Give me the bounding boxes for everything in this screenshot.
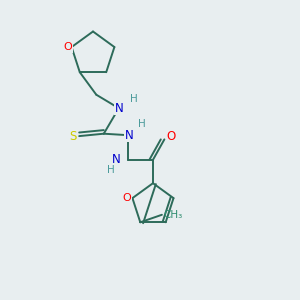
Text: O: O (64, 42, 72, 52)
Text: N: N (115, 102, 124, 115)
Text: H: H (138, 119, 146, 129)
Text: S: S (69, 130, 76, 142)
Text: H: H (107, 165, 115, 175)
Text: H: H (130, 94, 138, 104)
Text: CH₃: CH₃ (164, 210, 183, 220)
Text: N: N (111, 153, 120, 166)
Text: O: O (123, 193, 131, 203)
Text: N: N (124, 129, 133, 142)
Text: O: O (166, 130, 176, 143)
